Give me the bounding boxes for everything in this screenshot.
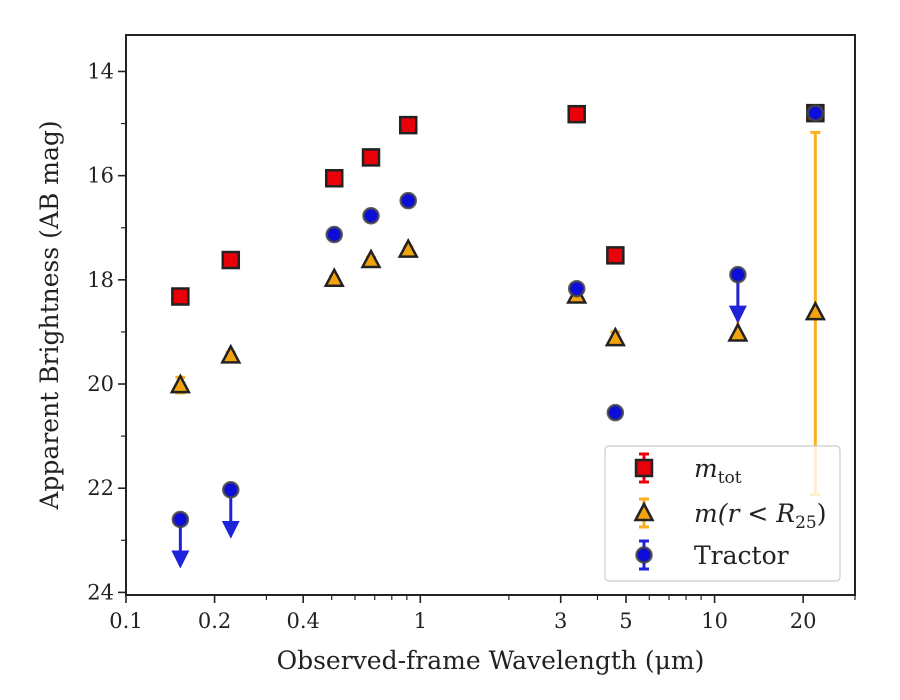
point-mr25 [727,321,749,342]
point-mtot [361,148,381,167]
x-tick-label: 20 [790,609,817,633]
legend-label-subscript: tot [718,468,742,488]
point-tractor [325,225,343,244]
point-mr25 [323,267,345,288]
x-tick-label: 0.2 [198,609,231,633]
legend-label-main: m [694,454,718,483]
y-tick-label: 18 [87,268,114,292]
x-tick-label: 5 [619,609,632,633]
legend-label-tractor: Tractor [694,541,789,570]
y-axis-label: Apparent Brightness (AB mag) [35,120,64,510]
legend-marker-mr25 [633,501,655,522]
point-mtot [221,250,241,270]
point-mr25 [397,237,419,258]
point-tractor [399,191,417,210]
legend-label-main: m(r < R [694,499,795,528]
y-tick-label: 16 [87,164,114,188]
legend-label-mtot: mtot [694,454,742,488]
legend-marker-mtot [634,458,654,478]
point-tractor [806,104,825,122]
point-mr25 [360,248,382,269]
data-marks [169,103,826,569]
point-mr25 [169,373,191,394]
point-mr25 [804,300,826,321]
point-mtot [606,246,625,265]
legend-box [604,445,841,582]
axis-ticks: 0.1 0.2 0.4 1 3 5 10 20 14 16 18 20 22 24 [87,59,856,633]
legend-marker-tractor [635,546,653,564]
plot-frame [125,34,856,596]
y-tick-label: 14 [87,59,114,83]
legend-label-tail: ) [817,499,827,528]
x-tick-label: 0.4 [286,609,319,633]
x-tick-label: 10 [701,609,728,633]
x-tick-label: 1 [414,609,427,633]
series-mr25 [169,130,826,496]
point-mtot [567,104,586,124]
series-tractor [171,104,825,569]
point-mtot [324,169,344,188]
point-tractor [222,481,240,499]
point-tractor [729,265,747,284]
x-tick-label: 0.1 [109,609,142,633]
legend-label-mr25: m(r < R25) [694,499,826,533]
point-tractor [171,510,190,529]
y-tick-label: 20 [87,372,114,396]
legend: mtot m(r < R25) Tractor [604,445,841,582]
x-axis-label: Observed-frame Wavelength (μm) [277,646,705,675]
point-mr25 [220,343,242,364]
x-tick-label: 3 [554,609,567,633]
series-mtot [171,103,825,306]
y-tick-label: 24 [87,580,114,604]
legend-entries: mtot m(r < R25) Tractor [633,452,826,571]
legend-label-subscript: 25 [795,513,817,533]
legend-label-main: Tractor [694,541,789,570]
point-tractor [567,279,586,298]
point-tractor [606,403,625,422]
point-mtot [171,287,190,306]
point-mtot [398,115,418,135]
point-mr25 [604,326,626,347]
point-tractor [362,207,380,225]
y-tick-label: 22 [87,476,114,500]
